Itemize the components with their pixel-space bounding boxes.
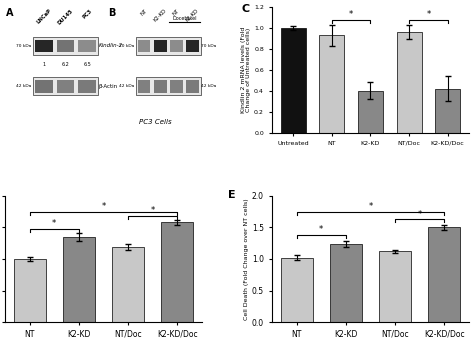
- Bar: [281, 258, 312, 322]
- Bar: [397, 32, 422, 133]
- Text: 42 kDa: 42 kDa: [201, 84, 217, 88]
- Bar: [14, 259, 46, 322]
- Text: *: *: [368, 202, 373, 211]
- Text: 6.2: 6.2: [62, 62, 69, 67]
- Text: *: *: [101, 202, 106, 211]
- Bar: [137, 40, 150, 52]
- Text: NT: NT: [140, 8, 148, 17]
- Bar: [79, 80, 96, 93]
- Text: 70 kDa: 70 kDa: [16, 44, 31, 48]
- Bar: [358, 91, 383, 133]
- Text: *: *: [349, 11, 353, 19]
- Bar: [330, 244, 362, 322]
- Bar: [136, 37, 201, 55]
- Y-axis label: Kindlin 2 mRNA levels (Fold
Change of Untreated cells): Kindlin 2 mRNA levels (Fold Change of Un…: [240, 27, 251, 113]
- Bar: [112, 247, 144, 322]
- Bar: [33, 77, 98, 95]
- Bar: [281, 28, 306, 133]
- Bar: [154, 80, 166, 93]
- Text: *: *: [426, 11, 430, 19]
- Text: K2-KD: K2-KD: [153, 8, 167, 23]
- Text: Kindlin-2: Kindlin-2: [99, 43, 123, 48]
- Text: NT: NT: [172, 8, 181, 17]
- Text: β-Actin: β-Actin: [99, 84, 118, 89]
- Text: B: B: [109, 8, 116, 18]
- Text: C: C: [242, 4, 250, 14]
- Bar: [57, 40, 74, 52]
- Text: Docetaxel: Docetaxel: [172, 16, 197, 21]
- Bar: [435, 89, 460, 133]
- Bar: [186, 40, 199, 52]
- Text: LNCaP: LNCaP: [36, 8, 53, 25]
- Text: *: *: [151, 206, 155, 216]
- Bar: [36, 40, 53, 52]
- Bar: [379, 252, 411, 322]
- Text: 42 kDa: 42 kDa: [118, 84, 134, 88]
- Text: *: *: [418, 210, 422, 219]
- Text: *: *: [319, 225, 323, 234]
- Text: DU145: DU145: [57, 8, 74, 25]
- Text: 42 kDa: 42 kDa: [16, 84, 31, 88]
- Bar: [428, 227, 460, 322]
- Bar: [63, 237, 95, 322]
- Bar: [36, 80, 53, 93]
- Bar: [170, 40, 183, 52]
- Text: 70 kDa: 70 kDa: [118, 44, 134, 48]
- Bar: [33, 37, 98, 55]
- Bar: [154, 40, 166, 52]
- Bar: [319, 35, 344, 133]
- Text: 1: 1: [43, 62, 46, 67]
- Text: A: A: [6, 8, 13, 18]
- Bar: [170, 80, 183, 93]
- Y-axis label: Cell Death (Fold Change over NT cells): Cell Death (Fold Change over NT cells): [244, 198, 249, 320]
- Bar: [79, 40, 96, 52]
- Bar: [186, 80, 199, 93]
- Bar: [57, 80, 74, 93]
- Text: PC3 Cells: PC3 Cells: [138, 119, 171, 125]
- Text: 6.5: 6.5: [83, 62, 91, 67]
- Bar: [162, 222, 193, 322]
- Text: PC3: PC3: [82, 8, 93, 20]
- Bar: [137, 80, 150, 93]
- Bar: [136, 77, 201, 95]
- Text: E: E: [228, 190, 236, 200]
- Text: K2-KD: K2-KD: [185, 8, 200, 23]
- Text: *: *: [52, 219, 56, 228]
- Text: 70 kDa: 70 kDa: [201, 44, 217, 48]
